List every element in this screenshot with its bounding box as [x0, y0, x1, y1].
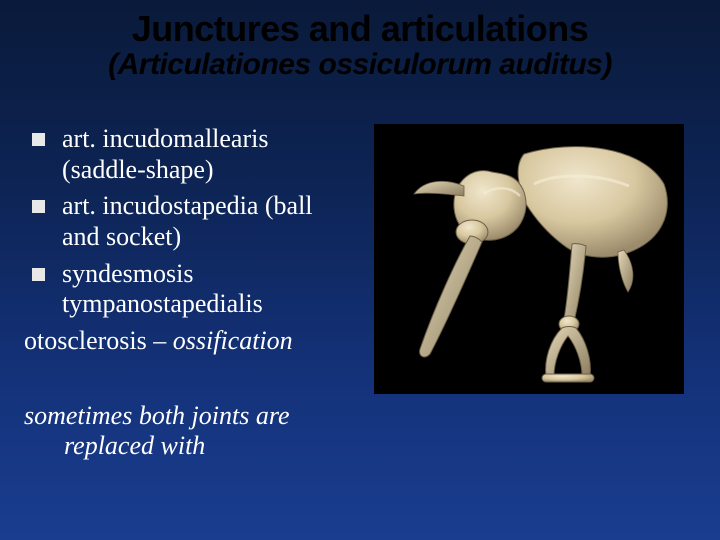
plain-italic: ossification — [173, 326, 293, 355]
content-area: art. incudomallearis (saddle-shape) art.… — [24, 124, 696, 462]
plain-line: otosclerosis – ossification — [24, 326, 364, 357]
ossicles-figure — [374, 124, 684, 394]
ossicles-svg — [374, 124, 684, 394]
slide-title: Junctures and articulations — [24, 8, 696, 50]
note-line1: sometimes both joints are — [24, 401, 290, 430]
bullet-list: art. incudomallearis (saddle-shape) art.… — [24, 124, 364, 320]
bullet-3-line2: tympanostapedialis — [62, 289, 263, 318]
bullet-2-line1: art. incudostapedia (ball — [62, 191, 313, 220]
slide-subtitle: (Articulationes ossiculorum auditus) — [24, 48, 696, 82]
bullet-3-line1: syndesmosis — [62, 259, 193, 288]
bullet-item-2: art. incudostapedia (ball and socket) — [24, 191, 364, 252]
bullet-item-1: art. incudomallearis (saddle-shape) — [24, 124, 364, 185]
bullet-item-3: syndesmosis tympanostapedialis — [24, 259, 364, 320]
figure-column — [374, 124, 696, 462]
plain-prefix: otosclerosis – — [24, 326, 173, 355]
note-line2: replaced with — [24, 431, 364, 462]
bullet-2-line2: and socket) — [62, 222, 181, 251]
bottom-note: sometimes both joints are replaced with — [24, 401, 364, 462]
bullet-1-line1: art. incudomallearis — [62, 124, 268, 153]
text-column: art. incudomallearis (saddle-shape) art.… — [24, 124, 364, 462]
slide: Junctures and articulations (Articulatio… — [0, 0, 720, 540]
bullet-1-line2: (saddle-shape) — [62, 155, 214, 184]
